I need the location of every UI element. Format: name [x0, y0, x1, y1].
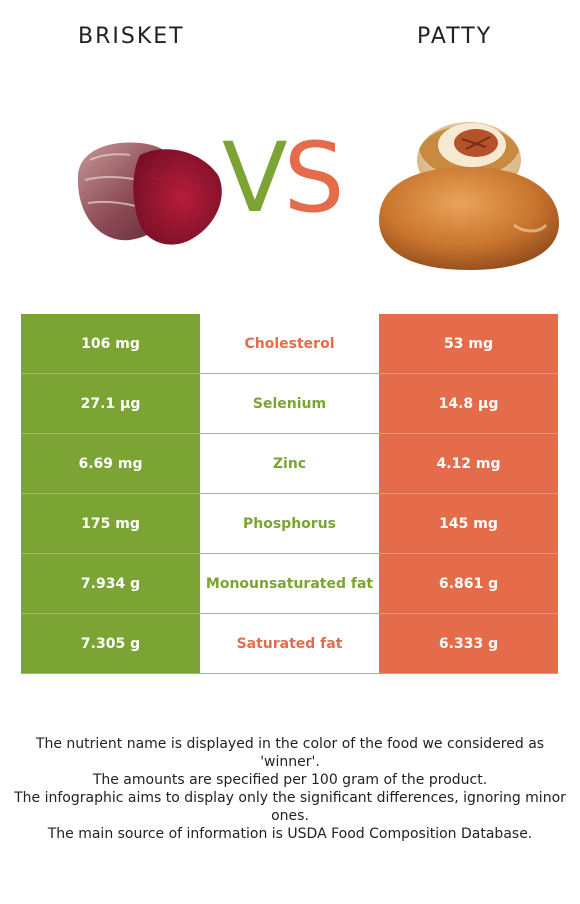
vs-letter-s: S: [283, 122, 345, 234]
table-row: 7.934 g Monounsaturated fat 6.861 g: [21, 553, 558, 614]
left-value: 7.305 g: [21, 613, 200, 674]
comparison-table: 106 mg Cholesterol 53 mg 27.1 µg Seleniu…: [21, 314, 558, 674]
table-row: 175 mg Phosphorus 145 mg: [21, 493, 558, 554]
nutrient-name: Monounsaturated fat: [200, 553, 379, 614]
nutrient-name: Selenium: [200, 373, 379, 434]
note-winner: The nutrient name is displayed in the co…: [35, 736, 545, 770]
footnotes: The nutrient name is displayed in the co…: [10, 735, 570, 843]
left-food-title: BRISKET: [78, 24, 185, 49]
table-row: 7.305 g Saturated fat 6.333 g: [21, 613, 558, 674]
left-value: 7.934 g: [21, 553, 200, 614]
brisket-image: [77, 142, 222, 245]
nutrient-name: Zinc: [200, 433, 379, 494]
nutrient-name: Saturated fat: [200, 613, 379, 674]
vs-letter-v: V: [222, 122, 288, 234]
left-value: 175 mg: [21, 493, 200, 554]
right-value: 6.861 g: [379, 553, 558, 614]
table-row: 106 mg Cholesterol 53 mg: [21, 314, 558, 374]
left-value: 106 mg: [21, 314, 200, 374]
note-significant: The infographic aims to display only the…: [14, 790, 566, 824]
table-row: 27.1 µg Selenium 14.8 µg: [21, 373, 558, 434]
vs-label: VS: [222, 130, 345, 226]
right-value: 53 mg: [379, 314, 558, 374]
nutrient-name: Phosphorus: [200, 493, 379, 554]
right-food-title: PATTY: [417, 24, 493, 49]
right-value: 4.12 mg: [379, 433, 558, 494]
right-value: 14.8 µg: [379, 373, 558, 434]
left-value: 27.1 µg: [21, 373, 200, 434]
table-row: 6.69 mg Zinc 4.12 mg: [21, 433, 558, 494]
right-value: 6.333 g: [379, 613, 558, 674]
nutrient-name: Cholesterol: [200, 314, 379, 374]
left-value: 6.69 mg: [21, 433, 200, 494]
note-source: The main source of information is USDA F…: [47, 826, 533, 842]
right-value: 145 mg: [379, 493, 558, 554]
note-per-100g: The amounts are specified per 100 gram o…: [92, 772, 488, 788]
patty-image: [379, 122, 559, 270]
